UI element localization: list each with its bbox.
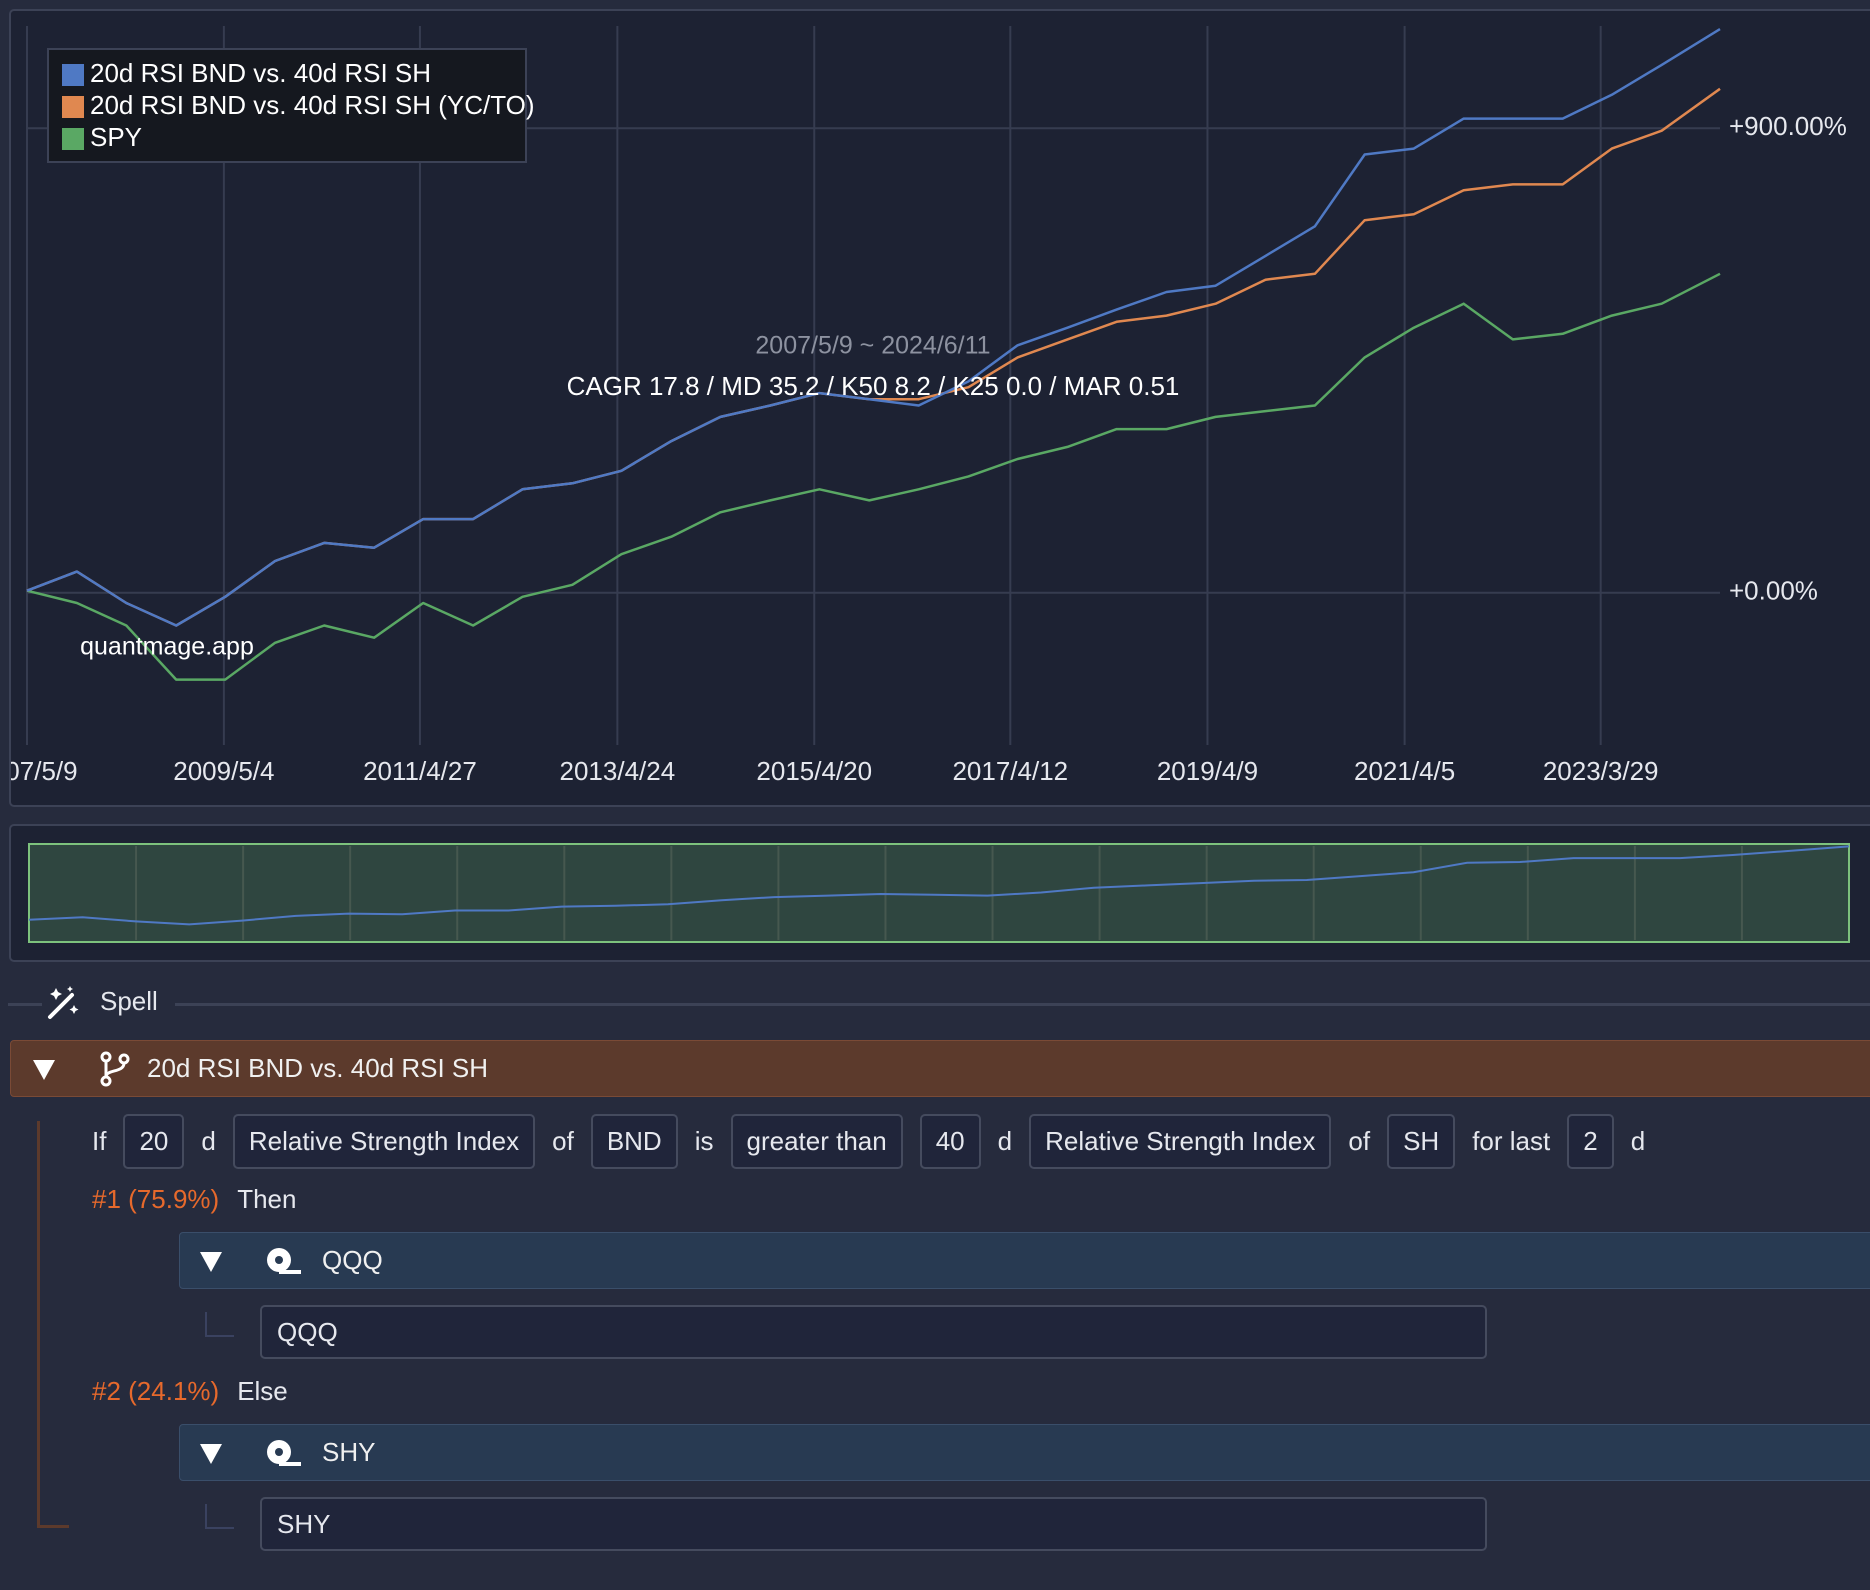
condition-input[interactable]: 2 [1567,1114,1614,1169]
date-range: 2007/5/9 ~ 2024/6/11 [755,332,990,360]
condition-word: of [552,1126,574,1157]
condition-text: greater than [746,1126,887,1156]
branch-weight: #2 (24.1%) [92,1376,220,1406]
condition-text: for last [1472,1126,1551,1156]
collapse-toggle[interactable] [196,1246,236,1276]
asset-name: SHY [322,1437,376,1467]
condition-input[interactable]: Relative Strength Index [1029,1114,1332,1169]
x-tick-label: 2023/3/29 [1543,756,1659,786]
condition-word: for last [1472,1126,1550,1157]
section-title: Spell [100,986,158,1016]
connector [205,1312,234,1337]
x-tick-label: 2007/5/9 [0,756,78,786]
wand-icon [48,986,79,1019]
legend-swatch [62,64,84,86]
divider [175,1003,1870,1006]
legend-label: 20d RSI BND vs. 40d RSI SH (YC/TO) [90,90,535,120]
condition-text: d [201,1126,216,1156]
navigator-content [28,845,1850,940]
asset-header[interactable]: SHY [179,1424,1870,1481]
y-tick-label: +0.00% [1729,576,1818,606]
condition-input[interactable]: 40 [919,1114,981,1169]
x-tick-label: 2017/4/12 [952,756,1068,786]
series-line [26,28,1721,627]
condition-text: SH [1403,1126,1440,1156]
x-tick-label: 2009/5/4 [173,756,274,786]
condition-text: BND [606,1126,662,1156]
condition-input[interactable]: SH [1387,1114,1456,1169]
x-tick-label: 2021/4/5 [1354,756,1455,786]
condition-text: of [1348,1126,1371,1156]
condition-row: If 20 d Relative Strength Index of BND is great… [92,1114,1645,1169]
legend-label: SPY [90,122,142,152]
condition-text: 2 [1583,1126,1598,1156]
ticker-input[interactable]: QQQ [260,1305,1487,1359]
asset-name: QQQ [322,1245,383,1275]
asset-icon [267,1247,301,1274]
condition-text: If [92,1126,107,1156]
y-tick-label: +900.00% [1729,111,1847,141]
legend-box [47,48,527,163]
condition-word: If [92,1126,106,1157]
condition-text: of [552,1126,574,1156]
asset-header[interactable]: QQQ [179,1232,1870,1289]
legend-label: 20d RSI BND vs. 40d RSI SH [90,58,431,88]
condition-word: d [998,1126,1012,1157]
series-line [26,272,1721,681]
stats: CAGR 17.8 / MD 35.2 / K50 8.2 / K25 0.0 … [567,371,1180,401]
x-tick-label: 2013/4/24 [560,756,676,786]
condition-text: Relative Strength Index [1045,1126,1316,1156]
legend-swatch [62,96,84,118]
connector [205,1504,234,1529]
condition-text: d [1630,1126,1646,1156]
condition-word: d [1631,1126,1645,1157]
x-tick-label: 2011/4/27 [363,756,477,786]
collapse-toggle[interactable] [196,1438,236,1468]
ticker-input[interactable]: SHY [260,1497,1487,1551]
condition-input[interactable]: Relative Strength Index [232,1114,536,1169]
tree-line [37,1121,40,1528]
condition-text: d [997,1126,1013,1156]
watermark: quantmage.app [80,633,254,661]
condition-word: d [201,1126,215,1157]
branch-weight: #1 (75.9%) [92,1184,220,1214]
condition-input[interactable]: 20 [123,1114,185,1169]
navigator-line [28,845,1850,926]
tree-line [37,1525,69,1528]
condition-text: 40 [935,1126,965,1156]
ticker-text: QQQ [277,1316,338,1347]
condition-word: is [695,1126,714,1157]
condition-text: is [694,1126,714,1156]
branch-icon [100,1051,130,1086]
condition-word: of [1348,1126,1370,1157]
ticker-text: SHY [277,1508,331,1539]
branch-label: #1 (75.9%) Then [92,1184,296,1215]
condition-text: 20 [139,1126,169,1156]
divider [8,1003,42,1006]
x-tick-label: 2019/4/9 [1157,756,1258,786]
block-header[interactable]: 20d RSI BND vs. 40d RSI SH [10,1040,1870,1097]
branch-kind: Then [237,1184,297,1214]
asset-icon [267,1439,301,1466]
legend-swatch [62,128,84,150]
branch-kind: Else [237,1376,288,1406]
plot: 2007/5/9 2009/5/4 2011/4/27 2013/4/24 2015/4… [0,26,1847,786]
chart: 2007/5/9 2009/5/4 2011/4/27 2013/4/24 2015/4… [0,9,1870,962]
condition-input[interactable]: greater than [730,1114,903,1169]
block-title: 20d RSI BND vs. 40d RSI SH [147,1053,489,1083]
condition-input[interactable]: BND [590,1114,678,1169]
condition-text: Relative Strength Index [248,1126,520,1156]
branch-label: #2 (24.1%) Else [92,1376,288,1407]
collapse-toggle[interactable] [29,1054,69,1084]
x-tick-label: 2015/4/20 [756,756,872,786]
